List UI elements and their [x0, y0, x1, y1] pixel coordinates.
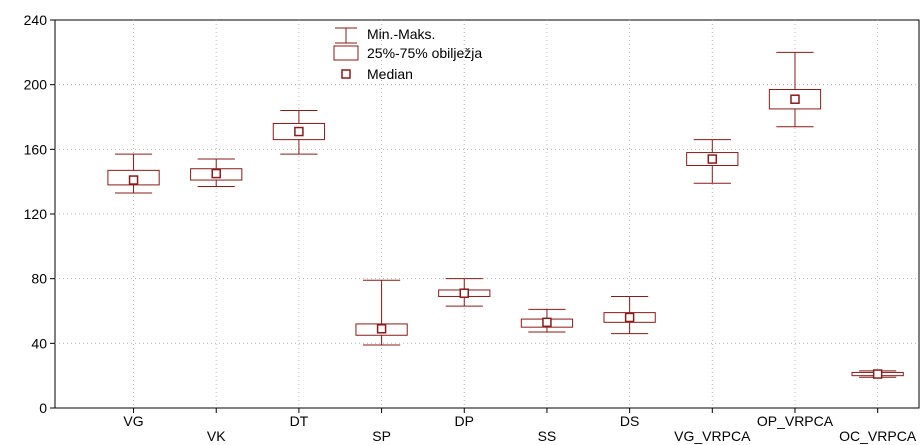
legend-item-median: Median: [341, 66, 413, 82]
y-axis: 0 40 80 120 160 200 240: [24, 12, 55, 416]
y-tick-label: 240: [24, 12, 48, 28]
x-tick-label: VG: [123, 413, 143, 429]
median-marker: [459, 288, 470, 298]
x-tick-label: DP: [455, 413, 474, 429]
x-axis: VG VK DT SP DP SS DS VG_VRPCA OP_VRPCA OC_VRPCA: [123, 408, 917, 444]
box-dt: [272, 110, 326, 155]
grid-lines: [55, 20, 919, 408]
x-tick-label: DS: [620, 413, 639, 429]
x-tick-label: VK: [207, 428, 226, 444]
legend-item-iqr: 25%-75% obilježja: [333, 45, 482, 61]
box-vk: [190, 158, 243, 188]
box-ds: [603, 295, 656, 335]
box-op-vrpca: [768, 51, 822, 128]
y-tick-label: 160: [24, 141, 48, 157]
box-vg-vrpca: [686, 139, 739, 184]
x-tick-label: VG_VRPCA: [674, 428, 751, 444]
legend: Min.-Maks. 25%-75% obilježja Median: [333, 26, 482, 82]
legend-label-iqr: 25%-75% obilježja: [367, 45, 482, 61]
median-marker: [542, 317, 552, 328]
legend-item-minmax: Min.-Maks.: [335, 26, 435, 44]
median-marker: [211, 168, 221, 179]
median-marker: [707, 154, 718, 164]
median-marker: [128, 175, 139, 185]
x-tick-label: DT: [290, 413, 309, 429]
median-marker: [624, 312, 635, 323]
y-tick-label: 0: [39, 400, 47, 416]
box-sp: [355, 279, 408, 346]
legend-label-median: Median: [367, 66, 413, 82]
box-dp: [438, 278, 491, 307]
x-tick-label: OP_VRPCA: [757, 413, 834, 429]
box-vg: [107, 153, 160, 194]
median-marker: [872, 369, 883, 379]
median-marker: [790, 94, 800, 104]
box-series: [107, 51, 904, 379]
x-tick-label: SP: [372, 428, 391, 444]
y-tick-label: 80: [31, 271, 47, 287]
x-tick-label: OC_VRPCA: [839, 428, 917, 444]
box-oc-vrpca: [851, 369, 904, 379]
y-tick-label: 200: [24, 77, 48, 93]
y-tick-label: 120: [24, 206, 48, 222]
x-tick-label: SS: [538, 428, 557, 444]
y-tick-label: 40: [31, 335, 47, 351]
median-marker: [294, 126, 304, 137]
median-marker: [376, 324, 387, 334]
legend-label-minmax: Min.-Maks.: [367, 26, 435, 42]
box-ss: [520, 308, 574, 333]
